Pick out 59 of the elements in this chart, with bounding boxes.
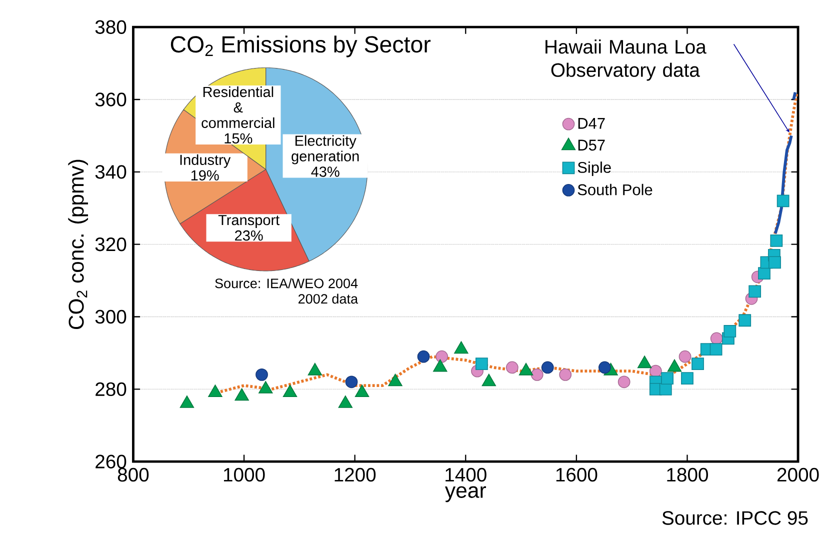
x-tick-label: 1800 [667, 468, 708, 482]
slice-label: Electricity generation [292, 135, 359, 164]
point [724, 325, 736, 338]
point [530, 368, 544, 381]
point [476, 358, 488, 370]
point [678, 350, 692, 363]
point [748, 285, 762, 298]
point [758, 267, 770, 280]
point [661, 372, 674, 384]
point [776, 194, 790, 208]
data-label: 15% [224, 133, 252, 144]
annotation: 2002 data [298, 294, 358, 304]
x-tick-label: 1600 [556, 468, 598, 482]
point [436, 350, 448, 363]
data-label: 19% [191, 170, 219, 180]
point [692, 358, 704, 370]
source-note: Source: IPCC 95 [662, 511, 808, 525]
point [345, 376, 358, 388]
y-tick-label: 260 [96, 454, 126, 468]
annotation: Hawaii Mauna Loa Observatory data [546, 39, 706, 81]
y-axis-title: CO$_{2}$ conc. (ppmv) [68, 160, 88, 330]
legend-label: D47 [578, 118, 605, 129]
legend-label: D57 [578, 140, 605, 151]
point [559, 368, 572, 381]
point [649, 364, 662, 378]
x-tick-label: 1200 [334, 468, 376, 482]
point [681, 372, 694, 384]
point [417, 350, 430, 363]
slice-label: Transport [218, 215, 280, 228]
x-tick-label: 1400 [446, 468, 486, 482]
y-tick-label: 340 [95, 165, 126, 179]
y-tick-label: 320 [95, 237, 126, 252]
data-label: 23% [235, 230, 263, 241]
point [598, 361, 611, 374]
chart-title: CO$_{2}$ Emissions by Sector [170, 36, 431, 58]
point [256, 368, 268, 381]
x-axis-title: year [444, 486, 486, 502]
point [710, 332, 723, 345]
point [768, 256, 781, 269]
y-tick-label: 360 [95, 92, 126, 106]
data-label: 43% [311, 166, 340, 177]
point [770, 234, 783, 247]
y-tick-label: 300 [95, 310, 126, 324]
x-tick-label: 800 [118, 468, 149, 482]
legend-label: South Pole [578, 184, 652, 196]
point [618, 376, 630, 388]
y-tick-label: 380 [95, 20, 126, 34]
y-tick-label: 280 [96, 382, 126, 396]
slice-label: Industry [180, 154, 231, 168]
point [541, 361, 554, 374]
point [506, 361, 518, 374]
point [659, 382, 672, 396]
point [710, 343, 722, 356]
point [738, 314, 752, 327]
x-tick-label: 1000 [224, 468, 265, 482]
annotation: Source: IEA/WEO 2004 [215, 278, 358, 288]
x-tick-label: 2000 [777, 468, 819, 482]
legend-label: Siple [578, 162, 611, 176]
slice-label: Residential & commercial [202, 86, 274, 128]
